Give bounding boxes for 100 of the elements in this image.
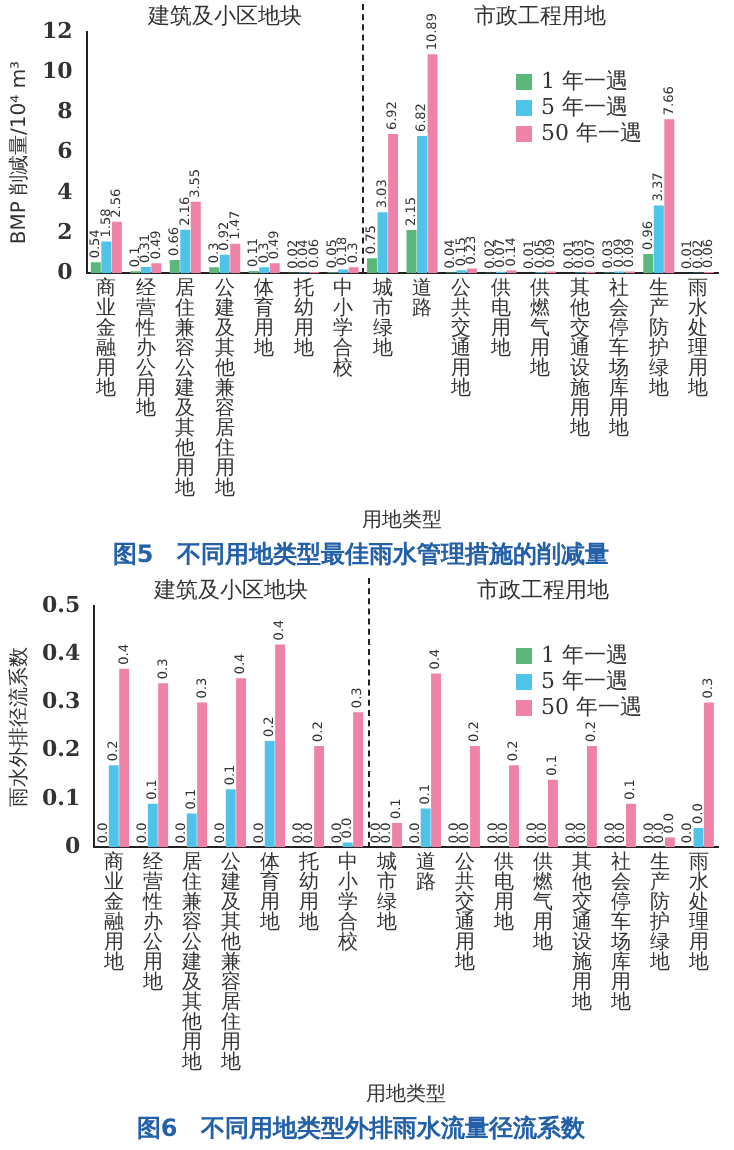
- legend-label: 1 年一遇: [541, 68, 628, 94]
- bar: [417, 136, 428, 274]
- bar: [314, 745, 325, 848]
- bar: [348, 267, 359, 274]
- y-tick-label: 0.5: [41, 591, 81, 618]
- x-tick-label: 经营性办公用地: [140, 850, 163, 995]
- bar: [147, 803, 158, 848]
- bar: [643, 253, 654, 274]
- x-tick-label: 雨水处理用地: [686, 852, 709, 975]
- bar: [377, 212, 388, 274]
- x-tick-label: 托幼用地: [291, 276, 314, 361]
- x-tick-label: 社会停车场库用地: [608, 850, 631, 1015]
- x-tick-label: 托幼用地: [296, 850, 319, 935]
- y-tick-label: 0.3: [41, 688, 81, 715]
- bar: [90, 262, 101, 274]
- text: 建筑及小区地块: [145, 2, 302, 29]
- text: 市政工程用地: [476, 576, 609, 603]
- y-tick-label: 2: [57, 218, 73, 245]
- bar: [693, 827, 704, 848]
- bar: [101, 241, 112, 274]
- y-axis-title: BMP 削减量/10⁴ m³: [7, 60, 32, 245]
- x-tick-label: 供燃气用地: [528, 278, 551, 381]
- bar: [342, 842, 353, 848]
- bar: [388, 134, 399, 274]
- x-tick-label: 其他交通设施用地: [569, 850, 592, 1015]
- bar: [169, 259, 180, 274]
- x-tick-label: 道路: [412, 276, 433, 321]
- text: 图5 不同用地类型最佳雨水管理措施的削减量: [112, 539, 610, 568]
- bar: [219, 254, 230, 274]
- y-axis-title: 雨水外排径流系数: [7, 646, 32, 807]
- bar: [392, 823, 402, 848]
- x-tick-label: 体育用地: [252, 276, 275, 361]
- y-tick-label: 6: [57, 138, 74, 165]
- bar: [230, 243, 241, 274]
- bar: [140, 266, 151, 274]
- x-axis-title: 用地类型: [362, 508, 443, 533]
- y-tick-label: 0: [64, 832, 81, 859]
- bar: [431, 673, 441, 848]
- bar: [420, 808, 431, 848]
- bar: [269, 263, 280, 274]
- x-tick-label: 中小学合校: [331, 276, 354, 381]
- bar: [186, 813, 197, 848]
- y-tick-label: 8: [57, 98, 74, 125]
- bar: [703, 702, 714, 848]
- bar: [236, 678, 247, 848]
- y-tick-label: 12: [41, 17, 73, 44]
- x-tick-label: 供燃气用地: [530, 852, 553, 955]
- text: 图6 不同用地类型外排雨水流量径流系数: [136, 1113, 588, 1142]
- bar: [470, 745, 480, 848]
- bar: [427, 54, 438, 274]
- bar: [158, 683, 169, 848]
- y-tick-label: 0.4: [41, 639, 81, 666]
- legend-label: 5 年一遇: [541, 94, 628, 120]
- x-tick-label: 生产防护绿地: [647, 850, 670, 975]
- x-tick-label: 商业金融用地: [101, 850, 124, 975]
- x-tick-label: 公共交通用地: [449, 276, 472, 401]
- bar: [275, 644, 286, 848]
- bar: [197, 702, 208, 848]
- category-label: 公建及其他兼容居住用地: [220, 852, 241, 1075]
- bar: [664, 119, 675, 274]
- bar: [587, 745, 597, 848]
- legend-label: 5 年一遇: [541, 668, 628, 694]
- x-tick-label: 经营性办公用地: [133, 276, 156, 421]
- bar: [264, 741, 275, 848]
- x-tick-label: 供电用地: [491, 852, 514, 935]
- category-label: 居住兼容公建及其他用地: [181, 852, 202, 1075]
- bar: [367, 258, 378, 274]
- x-tick-label: 中小学合校: [335, 850, 358, 955]
- x-tick-label: 城市绿地: [370, 276, 393, 361]
- x-tick-label: 城市绿地: [374, 850, 397, 935]
- legend-label: 50 年一遇: [541, 694, 642, 720]
- y-tick-label: 0: [57, 258, 74, 285]
- bar: [119, 668, 130, 848]
- bar: [664, 837, 675, 848]
- bar: [225, 789, 236, 848]
- x-tick-label: 道路: [415, 850, 436, 895]
- y-tick-label: 0.2: [41, 736, 81, 763]
- bar: [108, 765, 119, 848]
- y-tick-label: 4: [57, 178, 74, 205]
- bar: [626, 803, 636, 848]
- bar: [209, 267, 220, 274]
- x-tick-label: 其他交通设施用地: [567, 276, 590, 441]
- bar: [653, 205, 664, 274]
- text: 市政工程用地: [474, 2, 607, 29]
- bar: [353, 712, 363, 848]
- bar: [180, 229, 191, 274]
- bar: [151, 263, 162, 274]
- x-tick-label: 体育用地: [257, 850, 280, 935]
- bar: [190, 201, 201, 274]
- category-label: 居住兼容公建及其他用地: [175, 278, 196, 501]
- bar: [548, 779, 558, 848]
- bar: [259, 267, 270, 274]
- bar: [111, 221, 122, 274]
- y-tick-label: 10: [41, 57, 74, 84]
- text: 建筑及小区地块: [151, 576, 308, 603]
- x-axis-title: 用地类型: [366, 1082, 447, 1107]
- y-tick-label: 0.1: [41, 784, 81, 811]
- x-tick-label: 供电用地: [488, 278, 511, 361]
- x-tick-label: 雨水处理用地: [686, 278, 709, 401]
- x-tick-label: 生产防护绿地: [646, 276, 669, 401]
